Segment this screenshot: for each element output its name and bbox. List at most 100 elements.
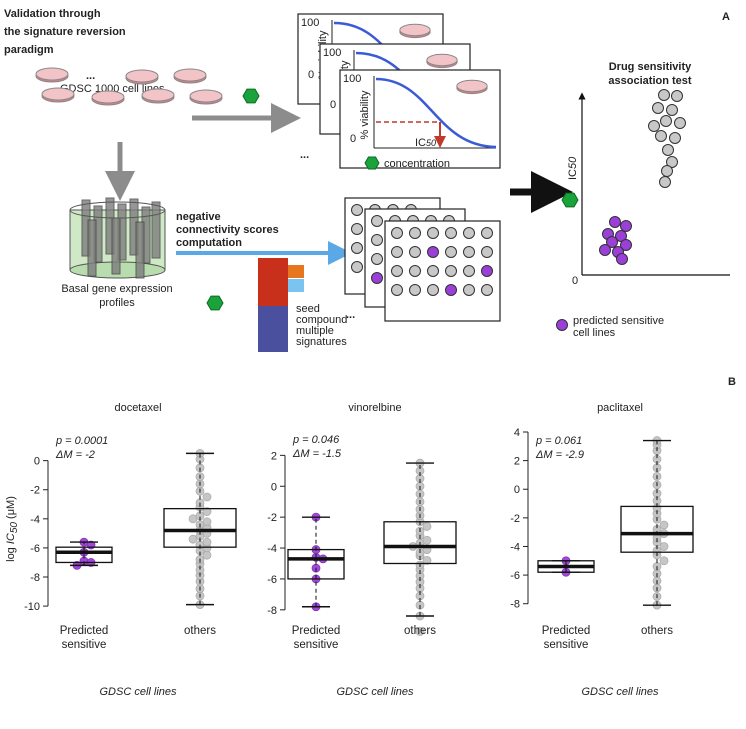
score-dot	[351, 242, 363, 254]
score-dot	[351, 261, 363, 273]
score-dot	[391, 227, 403, 239]
x-axis-label: GDSC cell lines	[336, 686, 414, 698]
panel-label: A	[722, 11, 730, 23]
box	[55, 546, 113, 564]
score-dot	[445, 227, 457, 239]
ic50-sub: 50	[426, 138, 436, 148]
y-tick-label: -8	[510, 599, 520, 611]
association-dot	[652, 102, 664, 114]
legend-marker	[556, 319, 568, 331]
association-origin: 0	[572, 275, 578, 287]
score-card	[384, 220, 501, 322]
chart-title: paclitaxel	[597, 402, 643, 414]
data-point	[659, 542, 669, 551]
association-dot	[606, 236, 618, 248]
association-dot	[620, 220, 632, 232]
viability-bottom: 0	[350, 133, 356, 145]
association-title: association test	[608, 75, 691, 87]
score-dot	[409, 284, 421, 296]
y-tick-label: -6	[510, 570, 520, 582]
signature-bar	[258, 258, 288, 306]
concentration-label: concentration	[384, 158, 450, 170]
data-point	[202, 492, 212, 502]
score-dot	[481, 284, 493, 296]
panel-title: paradigm	[4, 44, 54, 56]
compound-hexagon	[364, 156, 380, 170]
y-tick-label: -2	[30, 485, 40, 497]
y-tick-label: 0	[34, 456, 40, 468]
y-tick-label: 2	[271, 450, 277, 462]
ic50-main: IC	[567, 169, 579, 180]
association-dot	[616, 253, 628, 265]
y-tick-label: -4	[267, 543, 277, 555]
annotation-delta: ΔM = -2	[55, 449, 95, 461]
seed-label: compound	[296, 314, 347, 326]
annotation-delta: ΔM = -2.9	[535, 449, 584, 461]
x-axis-label: GDSC cell lines	[581, 686, 659, 698]
data-point	[202, 507, 212, 516]
petri-dish-top	[399, 23, 431, 37]
association-dot	[659, 176, 671, 188]
viability-label: % viability	[359, 90, 371, 139]
cell-lines-label: GDSC 1000 cell lines	[60, 83, 165, 95]
y-label-symbol: IC	[5, 533, 17, 544]
association-dot	[669, 132, 681, 144]
x-tick-label: others	[404, 625, 436, 637]
ic50-sub: 50	[567, 156, 579, 169]
viability-curve	[375, 77, 497, 149]
y-tick-label: -4	[30, 514, 40, 526]
ellipsis: ...	[346, 309, 355, 321]
y-tick-label: 4	[514, 427, 520, 439]
signature-bar	[288, 279, 304, 292]
annotation-delta: ΔM = -1.5	[292, 448, 342, 460]
score-dot	[427, 227, 439, 239]
x-tick-label: others	[184, 625, 216, 637]
y-tick-label: -4	[510, 541, 520, 553]
expression-profile	[111, 217, 121, 275]
y-tick-label: -6	[267, 574, 277, 586]
petri-dish-top	[35, 67, 69, 81]
data-point	[422, 535, 432, 545]
score-dot	[463, 227, 475, 239]
score-dot	[445, 284, 457, 296]
petri-dish-top	[91, 90, 125, 104]
score-dot	[463, 284, 475, 296]
seed-label: seed	[296, 303, 320, 315]
expression-label: Basal gene expression	[61, 283, 172, 295]
data-point	[415, 627, 425, 636]
score-dot	[391, 284, 403, 296]
x-tick-label: Predicted sensitive	[541, 625, 591, 651]
association-dot	[674, 117, 686, 129]
petri-dish-top	[141, 88, 175, 102]
seed-label: signatures	[296, 336, 347, 348]
data-point	[422, 555, 432, 565]
score-dot	[371, 215, 383, 227]
annotation-p: p = 0.061	[535, 435, 582, 447]
expression-profile	[87, 219, 97, 277]
association-axis-label: IC50	[567, 156, 579, 180]
score-dot	[409, 265, 421, 277]
panel-title: the signature reversion	[4, 26, 126, 38]
box	[383, 521, 457, 565]
beaker-top	[69, 201, 166, 219]
association-dot	[599, 244, 611, 256]
petri-dish-top	[41, 87, 75, 101]
y-axis-label: log IC50 (μM)	[5, 496, 20, 562]
association-dot	[658, 89, 670, 101]
x-tick-label: Predicted sensitive	[59, 625, 109, 651]
y-tick-label: 2	[514, 456, 520, 468]
association-dot	[662, 144, 674, 156]
x-tick-label: Predicted sensitive	[291, 625, 341, 651]
viability-top: 100	[301, 17, 319, 29]
ic50-label: IC50	[415, 137, 436, 149]
data-point	[659, 520, 669, 530]
connectivity-label: computation	[176, 237, 242, 249]
x-tick-label: others	[641, 625, 673, 637]
petri-dish-top	[456, 79, 488, 93]
compound-hexagon	[561, 192, 579, 208]
score-dot	[481, 265, 493, 277]
score-dot	[391, 246, 403, 258]
panel-label: B	[728, 376, 736, 388]
connectivity-label: negative	[176, 211, 221, 223]
